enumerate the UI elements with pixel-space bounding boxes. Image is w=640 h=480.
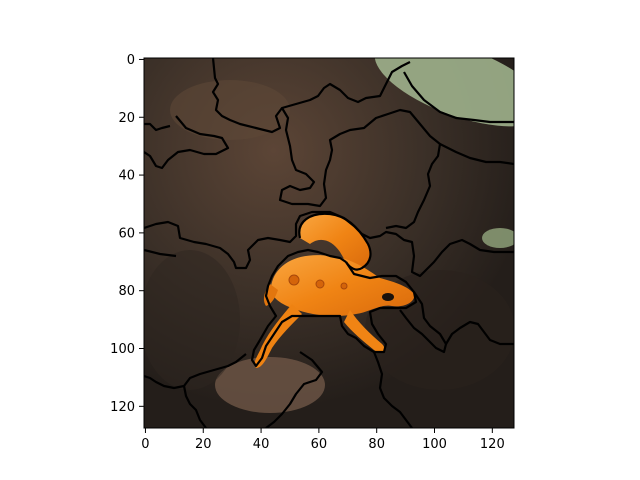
salamander-tail xyxy=(299,213,371,270)
boundary-line xyxy=(445,320,514,346)
boundary-line xyxy=(439,143,514,166)
leaf-litter xyxy=(215,357,325,413)
salamander-front-leg xyxy=(344,310,385,353)
boundary-line xyxy=(144,122,171,132)
segmentation-boundaries xyxy=(144,58,514,428)
boundary-line xyxy=(250,248,418,368)
x-tick-label: 120 xyxy=(480,437,505,452)
image-panel xyxy=(144,58,514,428)
axes-frame xyxy=(143,57,515,429)
salamander xyxy=(254,213,415,368)
boundary-line xyxy=(278,107,442,230)
boundary-line xyxy=(372,351,413,428)
x-tick-label: 80 xyxy=(368,437,385,452)
boundary-line xyxy=(403,71,514,124)
boundary-line xyxy=(298,212,372,271)
moss-patch xyxy=(374,58,514,127)
boundary-line xyxy=(265,351,324,428)
boundary-line xyxy=(144,248,177,258)
y-tick-label: 60 xyxy=(118,226,135,241)
x-tick-label: 0 xyxy=(141,437,149,452)
x-tick-label: 60 xyxy=(311,437,328,452)
x-tick-label: 100 xyxy=(422,437,447,452)
y-axis: 0 20 40 60 80 100 120 xyxy=(110,53,144,415)
x-axis: 0 20 40 60 80 100 120 xyxy=(141,428,505,452)
boundary-line xyxy=(144,353,247,390)
salamander-eye xyxy=(382,293,394,301)
soil-shadow-left xyxy=(144,250,240,390)
x-tick-label: 20 xyxy=(195,437,212,452)
salamander-spot xyxy=(315,279,325,289)
boundary-line xyxy=(399,291,448,354)
y-tick-label: 100 xyxy=(110,342,135,357)
x-tick-label: 40 xyxy=(253,437,270,452)
boundary-line xyxy=(144,115,230,170)
salamander-spot xyxy=(288,274,300,286)
leaf-litter-upper xyxy=(170,80,290,140)
boundary-line xyxy=(144,210,514,278)
y-tick-label: 120 xyxy=(110,400,135,415)
y-tick-label: 40 xyxy=(118,169,135,184)
salamander-spot xyxy=(340,282,348,290)
boundary-line xyxy=(211,58,411,134)
moss-patch-small xyxy=(482,228,514,248)
y-tick-label: 0 xyxy=(127,53,135,68)
boundary-line xyxy=(182,385,207,428)
y-tick-label: 20 xyxy=(118,111,135,126)
salamander-back-leg xyxy=(254,304,302,368)
y-tick-label: 80 xyxy=(118,284,135,299)
